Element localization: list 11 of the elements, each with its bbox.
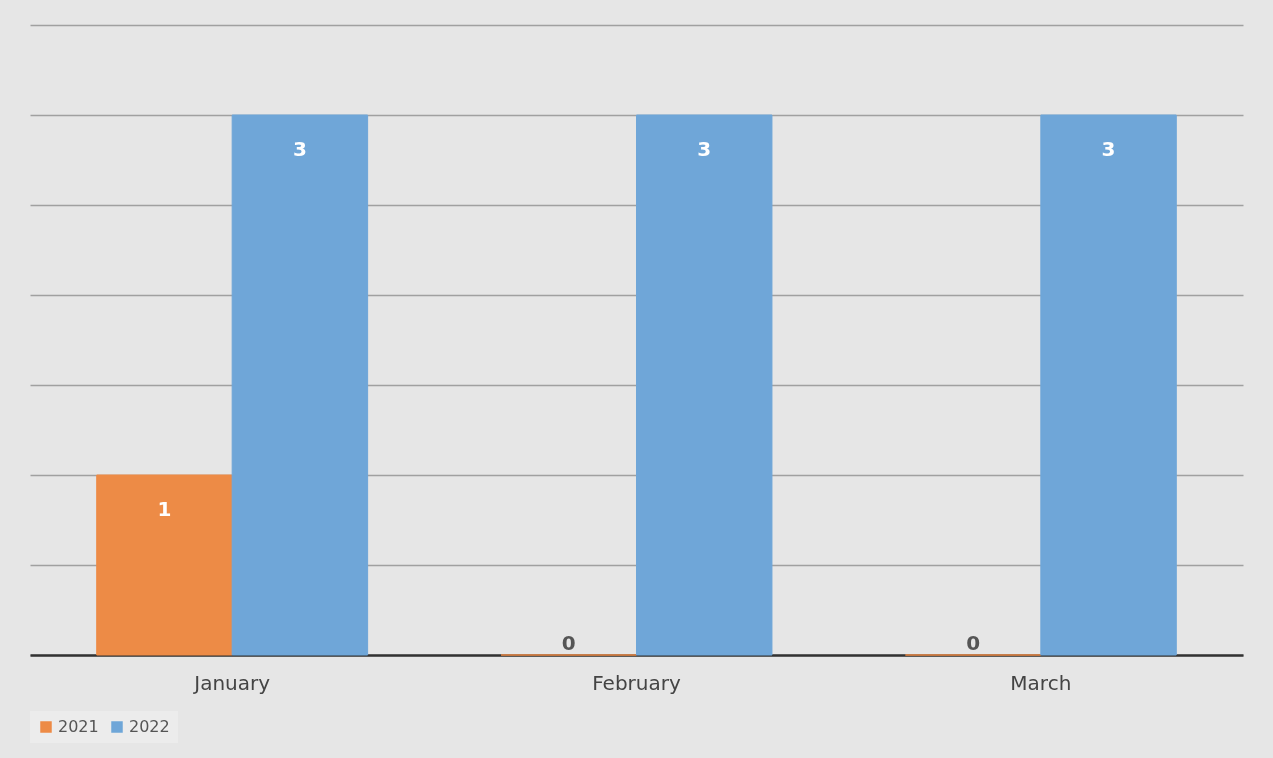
data-label: 3: [697, 137, 712, 161]
legend-label: 2021: [58, 717, 99, 736]
x-tick-label: March: [1010, 670, 1072, 695]
data-label: 0: [966, 631, 981, 655]
data-label: 3: [292, 137, 307, 161]
legend-label: 2022: [129, 717, 170, 736]
data-label: 0: [561, 631, 576, 655]
data-label: 1: [157, 497, 172, 521]
data-label: 3: [1101, 137, 1116, 161]
x-tick-label: February: [592, 670, 681, 695]
x-tick-label: January: [192, 670, 271, 695]
